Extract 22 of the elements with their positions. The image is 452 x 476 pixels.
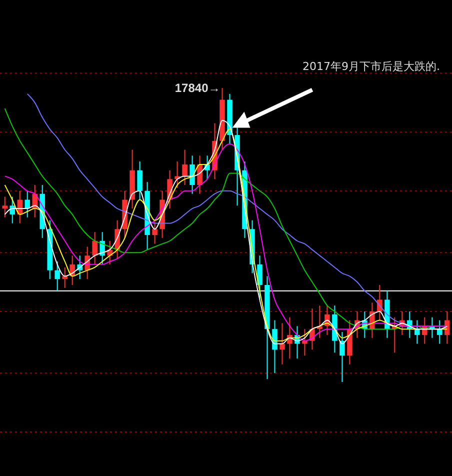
candlestick bbox=[92, 232, 98, 265]
candlestick bbox=[182, 149, 188, 186]
candlestick bbox=[340, 332, 345, 382]
candlestick bbox=[444, 310, 450, 344]
candlestick bbox=[190, 155, 195, 194]
candlestick bbox=[24, 190, 30, 218]
annotation: 17840→ bbox=[174, 81, 220, 95]
candlestick bbox=[287, 316, 292, 359]
candlestick bbox=[2, 196, 8, 218]
candlestick bbox=[10, 196, 15, 224]
candlestick bbox=[54, 260, 60, 292]
candlestick bbox=[280, 322, 285, 365]
candlestick bbox=[62, 266, 68, 288]
candlestick bbox=[414, 320, 420, 344]
candlestick bbox=[257, 255, 262, 300]
candlestick bbox=[377, 284, 382, 321]
candlestick bbox=[302, 328, 308, 356]
candlestick bbox=[272, 320, 278, 374]
candlestick bbox=[152, 220, 158, 244]
candlestick bbox=[437, 320, 442, 344]
text: 2017年9月下市后是大跌的. bbox=[302, 60, 440, 73]
candlestick bbox=[137, 161, 142, 200]
